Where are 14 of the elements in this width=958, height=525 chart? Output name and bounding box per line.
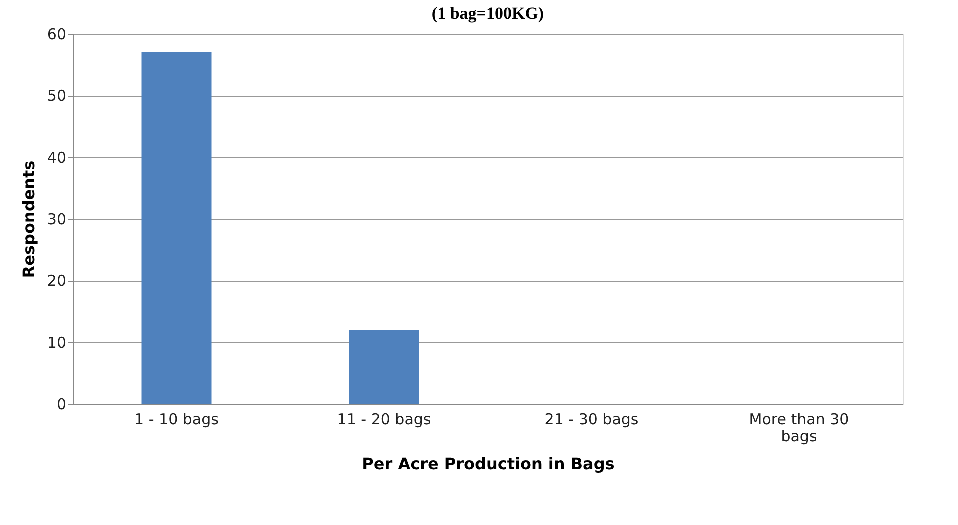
y-tick-label: 20 bbox=[47, 272, 66, 290]
y-tick-label: 60 bbox=[47, 26, 66, 44]
y-tick-label: 50 bbox=[47, 87, 66, 106]
y-tick-label: 10 bbox=[47, 334, 66, 352]
y-tick-label: 0 bbox=[56, 396, 66, 414]
x-tick-label: 11 - 20 bags bbox=[337, 410, 432, 428]
y-tick-label: 40 bbox=[47, 148, 66, 167]
y-axis-title: Respondents bbox=[19, 160, 38, 278]
x-tick-label: 1 - 10 bags bbox=[134, 410, 220, 428]
chart-title: (1 bag=100KG) bbox=[432, 4, 544, 23]
x-axis-title: Per Acre Production in Bags bbox=[362, 454, 615, 474]
x-tick-label: More than 30 bags bbox=[749, 410, 850, 446]
y-tick-label: 30 bbox=[47, 210, 66, 228]
x-tick-label: 21 - 30 bags bbox=[544, 410, 639, 428]
